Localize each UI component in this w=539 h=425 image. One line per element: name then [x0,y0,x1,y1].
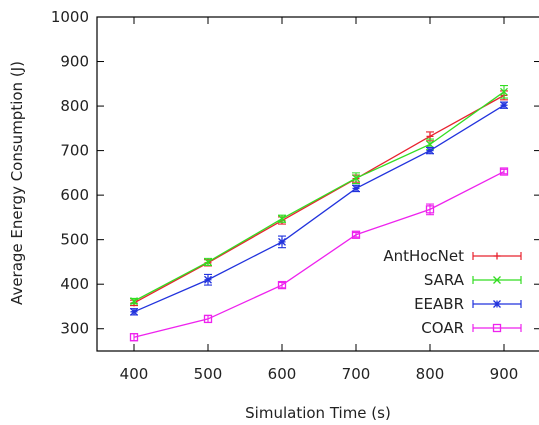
error-bar [500,168,508,175]
y-tick-label: 600 [60,186,89,204]
data-point [426,146,434,155]
x-tick-label: 500 [194,365,223,383]
data-point [130,297,138,306]
data-point [203,314,213,324]
legend-marker [493,252,501,260]
legend-item-sara: SARA [424,271,522,289]
legend-label: SARA [424,271,465,289]
legend-marker [493,300,501,308]
data-point [425,205,435,214]
x-tick-label: 800 [416,365,445,383]
data-point [278,214,286,223]
x-tick-label: 400 [120,365,149,383]
legend-label: COAR [421,319,464,337]
data-point [500,101,508,110]
data-point [277,280,287,290]
series-line-coar [133,170,505,338]
data-point [278,237,286,246]
data-point [352,174,360,183]
y-tick-label: 500 [60,231,89,249]
legend-label: AntHocNet [383,247,464,265]
legend-swatch [472,324,522,332]
error-bar [278,281,286,289]
data-point [426,140,434,149]
y-tick-label: 700 [60,142,89,160]
data-point [499,167,509,176]
legend-marker [493,276,501,284]
legend-label: EEABR [414,295,464,313]
data-point [204,275,212,284]
y-tick-label: 400 [60,275,89,293]
x-tick-label: 700 [342,365,371,383]
y-tick-label: 800 [60,97,89,115]
series-line-sara [133,91,505,302]
x-axis-label: Simulation Time (s) [245,404,391,422]
plot-frame [96,16,539,352]
plot-series [129,85,509,342]
legend-item-coar: COAR [421,319,522,337]
legend: AntHocNet SARA EEABR COAR [383,247,522,337]
data-point [130,307,138,316]
data-point [352,184,360,193]
y-tick-label: 900 [60,53,89,71]
plot-axes: 300 400 500 600 700 800 900 1000 400 500 600 700 800… [51,8,539,383]
y-axis-label: Average Energy Consumption (J) [8,61,26,305]
x-tick-label: 600 [268,365,297,383]
error-bar [204,314,212,324]
legend-item-eeabr: EEABR [414,295,522,313]
legend-item-anthocnet: AntHocNet [383,247,522,265]
y-tick-label: 1000 [51,8,89,26]
error-bar [352,231,360,238]
data-point [129,333,139,342]
series-line-eeabr [133,104,505,313]
error-bar [130,333,138,342]
series-coar [129,167,509,342]
series-sara [130,85,508,306]
data-point [500,87,508,96]
series-eeabr [130,101,508,316]
series-line-anthocnet [133,94,505,304]
legend-marker [492,323,502,333]
data-point [351,230,361,239]
data-point [204,257,212,266]
x-tick-label: 900 [490,365,519,383]
y-tick-label: 300 [60,320,89,338]
